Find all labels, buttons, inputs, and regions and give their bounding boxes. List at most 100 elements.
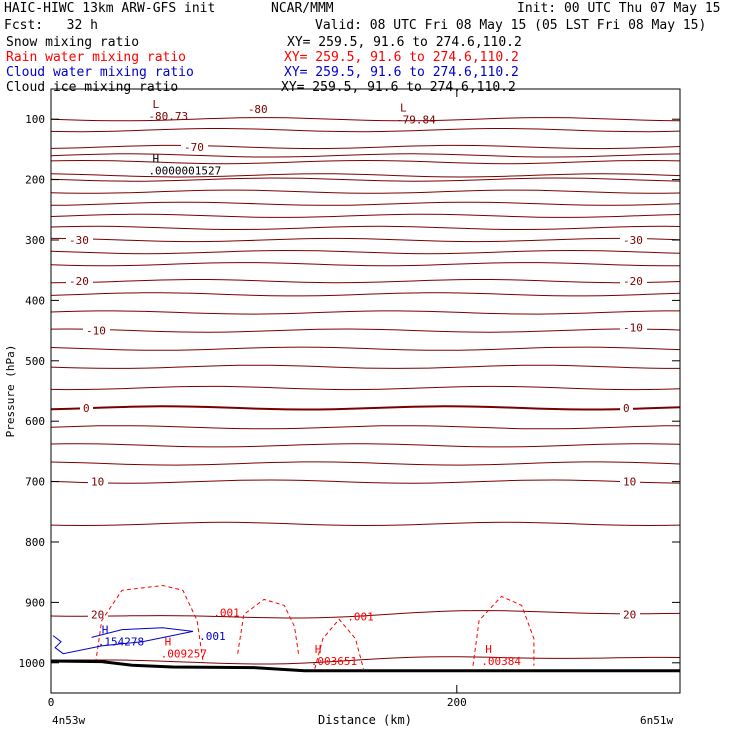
x-tick-label: 200	[447, 696, 467, 709]
x-left-location: 4n53w	[52, 714, 85, 727]
isotherm	[50, 128, 681, 133]
isotherm-label-bg	[83, 324, 110, 337]
high-marker: H	[152, 152, 159, 165]
extremum-value: .154278	[98, 635, 144, 648]
rain-contour	[95, 584, 204, 663]
legend-snow-xy: XY= 259.5, 91.6 to 274.6,110.2	[287, 35, 522, 50]
isotherm-right-label: -20	[623, 275, 643, 288]
contour-label: .001	[213, 606, 240, 619]
isotherm	[50, 346, 681, 351]
isotherm-right-label: -10	[623, 322, 643, 335]
y-tick-label: 400	[25, 294, 45, 307]
cloud-water-contour	[52, 627, 194, 655]
isotherm	[50, 117, 681, 122]
rain-contour	[237, 598, 299, 654]
isotherm-label-bg	[181, 140, 208, 153]
y-tick-label: 300	[25, 234, 45, 247]
low-marker: L	[400, 102, 407, 115]
high-marker: H	[315, 643, 322, 656]
isotherm	[50, 201, 681, 206]
isotherm-right-label-bg	[620, 275, 647, 288]
isotherm	[50, 461, 681, 466]
y-tick-label: 700	[25, 476, 45, 489]
x-axis-label: Distance (km)	[318, 713, 412, 727]
isotherm	[50, 425, 681, 430]
y-tick-label: 800	[25, 536, 45, 549]
extremum-value: -79.84	[396, 114, 436, 127]
isotherm	[50, 656, 681, 665]
isotherm-right-label: 20	[623, 608, 636, 621]
isotherm-label-bg	[88, 475, 108, 488]
isotherm	[50, 144, 681, 150]
y-tick-label: 900	[25, 596, 45, 609]
extremum-value: .009257	[161, 648, 207, 661]
isotherm-label: -10	[86, 325, 106, 338]
isotherm	[50, 249, 681, 255]
legend-cloud-water-label: Cloud water mixing ratio	[6, 65, 194, 80]
isotherm-right-label-bg	[620, 608, 640, 621]
isotherm	[50, 262, 681, 267]
isotherm	[50, 610, 681, 619]
high-marker: H	[102, 623, 109, 636]
isotherm-right-label-bg	[620, 321, 647, 334]
y-tick-label: 100	[25, 113, 45, 126]
isotherm-right-label: 0	[623, 402, 630, 415]
header-init: Init: 00 UTC Thu 07 May 15	[517, 1, 721, 16]
legend-cloud-water-xy: XY= 259.5, 91.6 to 274.6,110.2	[284, 65, 519, 80]
isotherm	[50, 189, 681, 194]
low-marker: L	[152, 98, 159, 111]
legend-rain-xy: XY= 259.5, 91.6 to 274.6,110.2	[284, 50, 519, 65]
isotherm	[50, 237, 681, 243]
legend-rain-label: Rain water mixing ratio	[6, 50, 187, 65]
isotherm-right-label-bg	[620, 475, 640, 488]
isotherm-label: -70	[184, 141, 204, 154]
y-tick-label: 1000	[19, 657, 46, 670]
contour-label: -80	[248, 103, 268, 116]
isotherm-label: -20	[69, 275, 89, 288]
isotherm	[50, 310, 680, 315]
isotherm	[50, 443, 681, 448]
isotherm-label: 20	[91, 608, 104, 621]
high-marker: H	[485, 643, 492, 656]
extremum-value: .0000001527	[148, 164, 221, 177]
header-title: HAIC-HIWC 13km ARW-GFS init	[4, 1, 216, 16]
contour-label: .001	[199, 630, 226, 643]
isotherm-label-bg	[66, 275, 93, 288]
legend-cloud-ice-xy: XY= 259.5, 91.6 to 274.6,110.2	[281, 80, 516, 95]
isotherm	[50, 292, 681, 297]
isotherm	[50, 177, 681, 182]
isotherm-label-bg	[88, 608, 108, 621]
isotherm	[50, 405, 681, 411]
extremum-value: .00384	[481, 655, 521, 668]
isotherm-label: 10	[91, 476, 104, 489]
extremum-value: -80.73	[148, 110, 188, 123]
isotherm	[50, 153, 681, 158]
isotherm-right-label-bg	[620, 234, 647, 246]
isotherm	[50, 385, 681, 391]
isotherm	[50, 279, 681, 284]
contour-label: .001	[347, 611, 374, 624]
y-tick-label: 200	[25, 174, 45, 187]
isotherm-label-bg	[80, 401, 93, 414]
plot-frame	[50, 88, 681, 694]
isotherm-label: 0	[83, 402, 90, 415]
isotherm	[50, 173, 681, 178]
isotherm	[50, 479, 681, 484]
isotherm	[50, 213, 681, 218]
isotherm	[50, 225, 681, 230]
high-marker: H	[165, 636, 172, 649]
header-fcst: Fcst: 32 h	[4, 18, 98, 33]
legend-cloud-ice-label: Cloud ice mixing ratio	[6, 80, 179, 95]
y-tick-label: 600	[25, 415, 45, 428]
isotherm-right-label-bg	[620, 401, 633, 414]
header-org: NCAR/MMM	[271, 1, 334, 16]
rain-contour	[472, 595, 535, 666]
x-tick-label: 0	[48, 696, 55, 709]
isotherm-label-bg	[66, 234, 93, 246]
isotherm-right-label: -30	[623, 234, 643, 247]
header-valid: Valid: 08 UTC Fri 08 May 15 (05 LST Fri …	[315, 18, 707, 33]
isotherm-label: -30	[69, 234, 89, 247]
y-axis-label: Pressure (hPa)	[4, 345, 17, 438]
isotherm	[50, 521, 681, 527]
